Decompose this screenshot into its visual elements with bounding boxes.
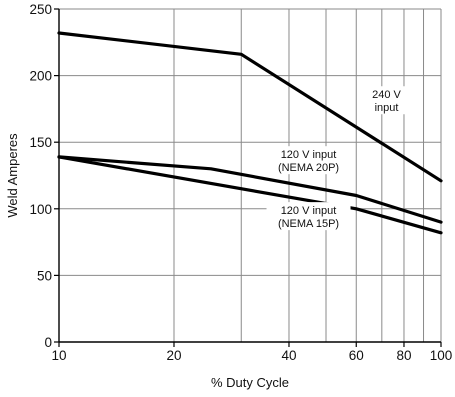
x-tick-label: 80: [396, 348, 411, 363]
x-axis-label: % Duty Cycle: [211, 375, 289, 390]
series-line: [57, 31, 443, 183]
annotation-line: (NEMA 20P): [278, 162, 339, 174]
annotation-background: [366, 86, 407, 115]
series-lines: [57, 31, 443, 235]
y-tick-label: 250: [29, 2, 52, 17]
x-tick-label: 40: [281, 348, 296, 363]
tick-labels: 10 20 40 60 80 100 0 50 100 150 200 250: [29, 2, 452, 363]
series-line: [57, 155, 443, 235]
y-tick-label: 100: [29, 202, 52, 217]
series-annotation: 120 V input (NEMA 20P): [278, 149, 339, 174]
y-tick-label: 50: [37, 268, 52, 283]
y-tick-label: 0: [44, 335, 52, 350]
axes: [58, 9, 441, 343]
series-annotation: 120 V input (NEMA 15P): [278, 205, 339, 230]
y-tick-label: 150: [29, 135, 52, 150]
annotation-line: 240 V: [372, 89, 401, 101]
x-tick-label: 20: [166, 348, 181, 363]
annotation-line: input: [375, 102, 399, 114]
y-tick-label: 200: [29, 69, 52, 84]
annotation-background: [266, 146, 351, 175]
annotation-line: 120 V input: [281, 205, 337, 217]
annotation-background: [266, 202, 351, 231]
annotation-line: 120 V input: [281, 149, 337, 161]
x-tick-label: 100: [430, 348, 453, 363]
x-tick-label: 60: [349, 348, 364, 363]
y-axis-label: Weld Amperes: [5, 133, 20, 218]
x-tick-label: 10: [51, 348, 66, 363]
annotation-line: (NEMA 15P): [278, 218, 339, 230]
series-line: [57, 155, 443, 224]
